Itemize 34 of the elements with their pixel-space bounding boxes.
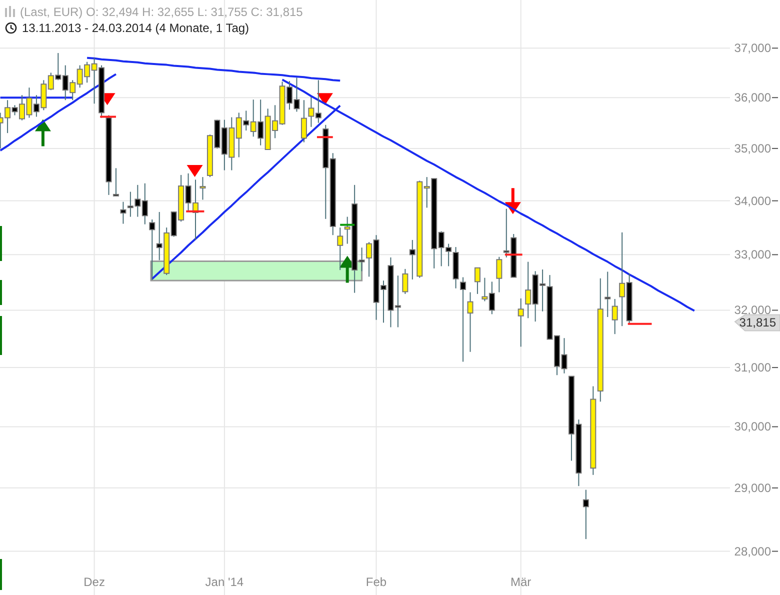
candlestick bbox=[200, 176, 206, 200]
y-tick-label: 29,000 bbox=[734, 480, 772, 495]
y-tick-label: 30,000 bbox=[734, 420, 772, 434]
candlestick bbox=[467, 292, 474, 352]
x-tick-label: Mär bbox=[510, 575, 532, 589]
line-series bbox=[86, 56, 342, 82]
line-series bbox=[0, 73, 117, 152]
y-tick-label: 33,000 bbox=[734, 248, 772, 262]
x-tick-label: Jan '14 bbox=[205, 575, 244, 589]
candlestick bbox=[582, 489, 589, 540]
y-tick-label: 34,000 bbox=[734, 194, 772, 208]
candlestick bbox=[612, 298, 618, 335]
candlestick bbox=[337, 227, 344, 271]
x-tick-label: Feb bbox=[366, 575, 387, 589]
y-tick-label: 32,000 bbox=[734, 303, 772, 318]
candlestick bbox=[402, 268, 408, 294]
candlestick bbox=[518, 298, 524, 348]
y-tick-label: 35,000 bbox=[734, 141, 772, 156]
candlestick bbox=[496, 256, 502, 293]
candlestick bbox=[112, 168, 119, 197]
x-tick-label: Dez bbox=[84, 575, 105, 589]
text: 13.11.2013 - 24.03.2014 (4 Monate, 1 Tag) bbox=[22, 21, 250, 35]
candlestick bbox=[604, 271, 611, 318]
candlestick bbox=[460, 276, 466, 362]
candlestick bbox=[300, 100, 307, 143]
y-tick-label: 31,000 bbox=[734, 360, 772, 375]
y-tick-label: 28,000 bbox=[734, 544, 772, 558]
annotation: 31,815 bbox=[739, 316, 776, 330]
y-tick-label: 37,000 bbox=[734, 41, 772, 56]
text: (Last, EUR) O: 32,494 H: 32,655 L: 31,755 C: 31,815 bbox=[20, 5, 304, 19]
y-tick-label: 36,000 bbox=[734, 90, 772, 105]
candlestick bbox=[120, 201, 126, 224]
candlestick bbox=[149, 218, 156, 281]
candlestick bbox=[474, 267, 480, 294]
